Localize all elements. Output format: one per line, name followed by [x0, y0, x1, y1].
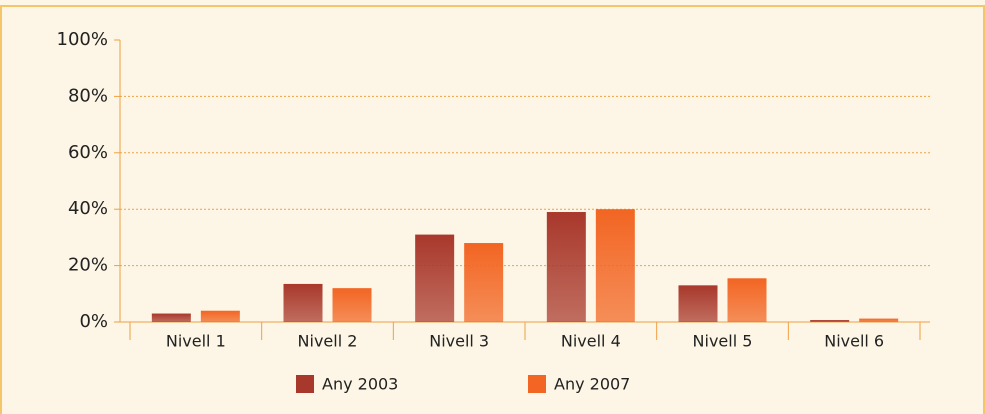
y-tick-label: 60% [68, 142, 108, 163]
bar [810, 320, 850, 322]
bar [415, 234, 455, 322]
bar [332, 288, 372, 322]
y-tick-label: 0% [79, 311, 108, 332]
legend-label: Any 2007 [554, 375, 630, 394]
bar [859, 318, 899, 322]
legend-swatch [528, 375, 546, 393]
x-tick-label: Nivell 2 [298, 332, 358, 351]
legend-swatch [296, 375, 314, 393]
y-tick-label: 100% [57, 29, 108, 50]
bar [200, 310, 240, 322]
bar [678, 285, 718, 322]
x-tick-label: Nivell 1 [166, 332, 226, 351]
y-tick-label: 40% [68, 198, 108, 219]
bar [151, 313, 191, 322]
bar [464, 243, 504, 322]
bar [727, 278, 767, 322]
y-tick-label: 80% [68, 85, 108, 106]
bar [283, 283, 323, 322]
x-tick-label: Nivell 3 [429, 332, 489, 351]
y-tick-label: 20% [68, 255, 108, 276]
x-tick-label: Nivell 6 [824, 332, 884, 351]
x-tick-label: Nivell 4 [561, 332, 621, 351]
bar [546, 212, 586, 322]
bar [595, 209, 635, 322]
legend-label: Any 2003 [322, 375, 398, 394]
x-tick-label: Nivell 5 [693, 332, 753, 351]
